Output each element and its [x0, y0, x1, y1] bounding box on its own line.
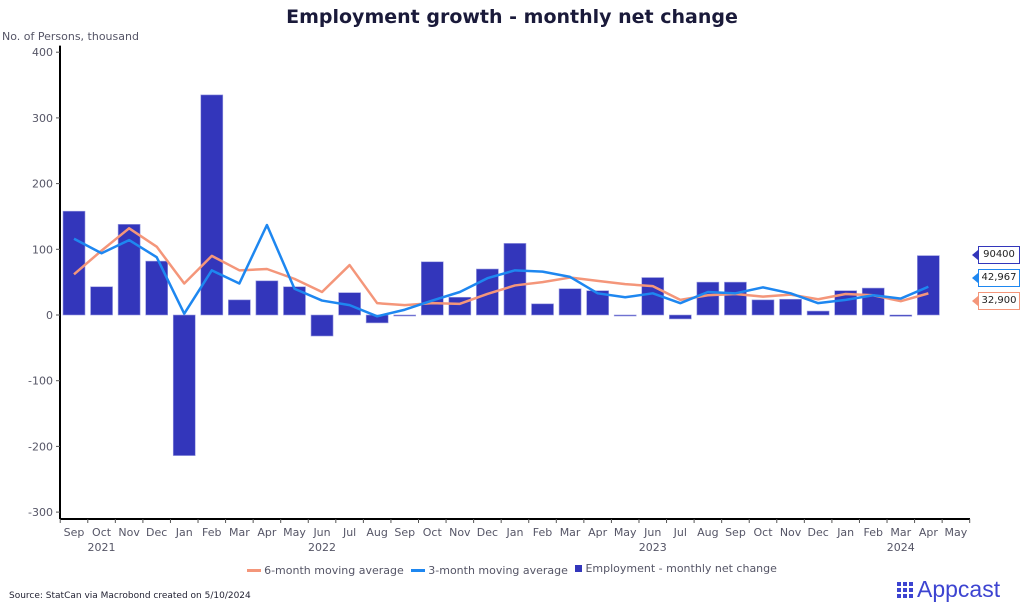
- bar: [724, 281, 747, 316]
- legend-item-6m-avg: 6-month moving average: [247, 564, 404, 577]
- y-tick-label: -200: [28, 440, 53, 453]
- legend-label-6m-avg: 6-month moving average: [264, 564, 404, 577]
- end-label-6m-avg: 32,900: [972, 292, 1020, 310]
- x-tick-label: Apr: [588, 526, 608, 539]
- x-tick-label: Nov: [449, 526, 471, 539]
- x-tick-label: Nov: [118, 526, 140, 539]
- appcast-logo: Appcast: [897, 576, 1000, 603]
- y-tick-label: -300: [28, 506, 53, 519]
- source-note: Source: StatCan via Macrobond created on…: [9, 591, 251, 601]
- legend: 6-month moving average 3-month moving av…: [0, 562, 1024, 577]
- x-tick-label: Mar: [560, 526, 581, 539]
- y-tick-label: 400: [32, 46, 53, 59]
- x-tick-label: Dec: [477, 526, 498, 539]
- bar: [145, 260, 168, 316]
- x-tick-label: Nov: [780, 526, 802, 539]
- x-year-label: 2024: [887, 541, 915, 554]
- line-3m-avg: [73, 223, 929, 318]
- bar: [834, 290, 857, 316]
- x-year-label: 2023: [639, 541, 667, 554]
- x-tick-label: Mar: [890, 526, 911, 539]
- y-tick-label: -100: [28, 375, 53, 388]
- x-tick-label: Jul: [673, 526, 687, 539]
- y-tick-label: 100: [32, 243, 53, 256]
- bar: [503, 243, 527, 316]
- legend-swatch-6m-avg: [247, 569, 262, 572]
- x-tick-label: Aug: [366, 526, 387, 539]
- x-tick-label: Feb: [533, 526, 552, 539]
- bar: [117, 224, 141, 316]
- bar: [531, 303, 554, 316]
- x-tick-label: Jan: [836, 526, 854, 539]
- y-tick-label: 200: [32, 178, 53, 191]
- bar: [669, 314, 692, 320]
- bar: [393, 314, 417, 317]
- x-tick-label: Jan: [505, 526, 523, 539]
- x-tick-label: Feb: [863, 526, 882, 539]
- x-tick-label: Jul: [342, 526, 356, 539]
- bar: [779, 298, 802, 316]
- x-year-label: 2022: [308, 541, 336, 554]
- bar: [861, 287, 885, 316]
- bar: [917, 255, 940, 316]
- x-tick-label: Sep: [394, 526, 415, 539]
- end-label-employment: 90400: [972, 246, 1020, 264]
- bar: [613, 314, 637, 317]
- chart-plot: 400 300 200 100 0 -100 -200 -300 Sep Oct Nov Dec Jan…: [28, 45, 971, 554]
- x-tick-label: Jan: [175, 526, 193, 539]
- chart-title: Employment growth - monthly net change: [286, 6, 738, 28]
- x-tick-label: Jun: [643, 526, 661, 539]
- bar: [172, 314, 196, 456]
- x-tick-label: Oct: [753, 526, 773, 539]
- bar: [558, 288, 582, 316]
- bar: [228, 299, 251, 316]
- x-tick-label: Sep: [725, 526, 746, 539]
- bar: [255, 280, 279, 316]
- x-tick-label: Aug: [697, 526, 718, 539]
- legend-label-employment: Employment - monthly net change: [585, 562, 777, 575]
- x-tick-label: May: [945, 526, 968, 539]
- legend-item-employment: Employment - monthly net change: [575, 562, 777, 575]
- end-label-3m-avg: 42,967: [972, 269, 1020, 287]
- x-tick-label: Oct: [423, 526, 443, 539]
- x-tick-label: Mar: [229, 526, 250, 539]
- x-year-label: 2021: [88, 541, 116, 554]
- x-tick-label: Dec: [146, 526, 167, 539]
- bar: [751, 299, 775, 316]
- legend-label-3m-avg: 3-month moving average: [428, 564, 568, 577]
- line-6m-avg: [73, 227, 929, 307]
- bar: [806, 310, 830, 316]
- y-tick-label: 0: [46, 309, 53, 322]
- x-tick-label: Oct: [92, 526, 112, 539]
- bar: [62, 210, 86, 316]
- x-tick-label: Apr: [919, 526, 939, 539]
- logo-text: Appcast: [917, 576, 1001, 602]
- x-tick-label: May: [614, 526, 637, 539]
- x-tick-label: Dec: [807, 526, 828, 539]
- logo-dots-icon: [897, 581, 913, 598]
- y-axis-label: No. of Persons, thousand: [2, 30, 139, 43]
- y-tick-label: 300: [32, 112, 53, 125]
- x-tick-label: Sep: [64, 526, 85, 539]
- bar: [889, 314, 913, 317]
- bar: [90, 286, 113, 316]
- x-tick-label: Feb: [202, 526, 221, 539]
- legend-swatch-employment: [575, 565, 583, 572]
- bar: [696, 281, 720, 316]
- x-tick-label: May: [283, 526, 306, 539]
- bar: [310, 314, 334, 337]
- x-tick-label: Apr: [257, 526, 277, 539]
- legend-item-3m-avg: 3-month moving average: [411, 564, 568, 577]
- bar: [420, 261, 444, 316]
- legend-swatch-3m-avg: [411, 569, 426, 572]
- x-tick-label: Jun: [312, 526, 330, 539]
- bar: [586, 290, 609, 316]
